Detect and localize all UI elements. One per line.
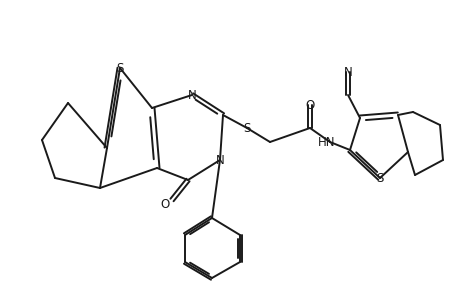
Text: S: S [116, 61, 123, 74]
Text: O: O [305, 98, 314, 112]
Text: N: N [187, 88, 196, 101]
Text: S: S [375, 172, 383, 184]
Text: N: N [343, 65, 352, 79]
Text: S: S [243, 122, 250, 134]
Text: N: N [215, 154, 224, 166]
Text: HN: HN [318, 136, 335, 148]
Text: O: O [160, 197, 169, 211]
